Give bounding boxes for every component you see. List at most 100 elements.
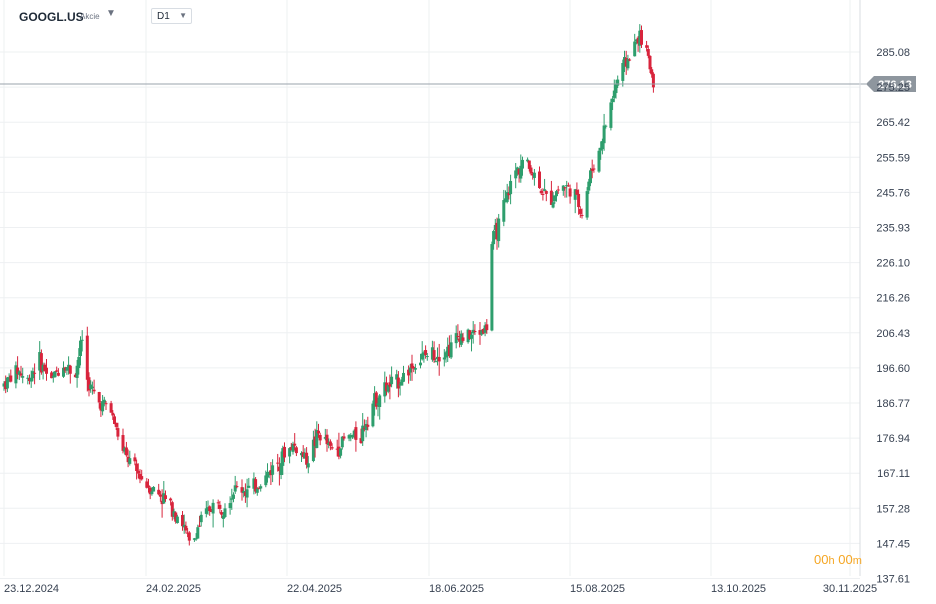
candle-down	[412, 365, 416, 373]
current-price-label: 276.13	[878, 79, 912, 91]
candle-up	[612, 79, 616, 103]
candle-up	[128, 450, 132, 466]
candle-down	[114, 422, 118, 430]
candle-up	[14, 361, 18, 389]
candle-down	[485, 319, 489, 334]
candle-up	[430, 340, 434, 362]
candle-down	[4, 375, 8, 394]
candle-down	[461, 332, 465, 343]
candle-up	[264, 470, 268, 488]
candle-up	[425, 353, 429, 361]
candle-up	[162, 481, 166, 504]
y-tick-label: 216.26	[876, 293, 910, 305]
candle-up	[395, 369, 399, 389]
candle-up	[17, 370, 21, 381]
candle-down	[104, 400, 108, 410]
candle-up	[228, 496, 232, 515]
candle-down	[527, 160, 531, 172]
candle-down	[366, 416, 370, 431]
candle-down	[33, 363, 37, 385]
candle-up	[303, 448, 307, 459]
candle-down	[640, 25, 643, 49]
candle-up	[600, 138, 604, 155]
candle-up	[306, 456, 310, 474]
candle-up	[459, 330, 463, 348]
candle-up	[515, 166, 519, 176]
candle-up	[315, 421, 319, 449]
candle-down	[116, 422, 120, 441]
candle-down	[628, 58, 632, 62]
candle-up	[521, 156, 524, 176]
x-tick-label: 18.06.2025	[429, 583, 484, 595]
y-tick-label: 147.45	[876, 538, 910, 550]
candle-down	[362, 419, 366, 432]
y-tick-label: 285.08	[876, 47, 910, 59]
candle-down	[50, 370, 54, 379]
candle-down	[63, 366, 67, 373]
caret-down-icon[interactable]: ▼	[106, 8, 116, 19]
candle-up	[266, 463, 269, 483]
candle-up	[230, 488, 234, 510]
candle-up	[361, 413, 365, 446]
candle-down	[68, 364, 72, 384]
candle-up	[466, 328, 470, 344]
candle-down	[198, 515, 201, 528]
candle-up	[371, 400, 375, 428]
candle-up	[2, 381, 6, 391]
candle-down	[208, 505, 212, 516]
candle-down	[432, 341, 436, 363]
candle-down	[136, 463, 140, 479]
candle-up	[300, 451, 303, 463]
candle-down	[216, 499, 220, 510]
candle-down	[330, 443, 334, 451]
candle-down	[317, 423, 320, 438]
candle-up	[454, 325, 458, 349]
candle-down	[318, 432, 322, 446]
candle-down	[126, 449, 130, 468]
candle-down	[578, 206, 582, 218]
candle-up	[199, 511, 203, 527]
candle-up	[490, 241, 494, 332]
candle-down	[359, 428, 363, 444]
candle-down	[650, 67, 654, 78]
candle-down	[87, 372, 91, 397]
candle-up	[616, 75, 620, 89]
candle-down	[174, 511, 178, 524]
candle-down	[243, 483, 247, 503]
candle-down	[549, 180, 553, 205]
candle-down	[456, 324, 460, 340]
candle-down	[254, 477, 258, 494]
candle-up	[21, 367, 25, 384]
candle-up	[29, 370, 33, 388]
timeframe-select[interactable]: D1 ▼	[151, 8, 192, 24]
y-tick-label: 235.93	[876, 223, 910, 235]
candle-up	[255, 487, 259, 496]
candle-up	[493, 218, 497, 240]
candle-up	[471, 321, 475, 344]
candle-down	[147, 478, 150, 493]
candle-down	[354, 421, 358, 452]
x-tick-label: 24.02.2025	[146, 583, 201, 595]
candle-up	[413, 363, 417, 374]
candle-up	[245, 478, 249, 508]
candle-up	[373, 386, 377, 416]
candle-down	[624, 50, 628, 75]
candle-down	[335, 439, 339, 457]
x-tick-label: 30.11.2025	[823, 583, 877, 595]
candle-up	[89, 380, 93, 393]
y-tick-label: 176.94	[876, 433, 910, 445]
candle-up	[232, 492, 235, 503]
candle-down	[19, 365, 23, 378]
x-tick-label: 22.04.2025	[287, 583, 342, 595]
candle-down	[43, 362, 47, 372]
candle-down	[158, 491, 162, 502]
candle-up	[611, 95, 615, 111]
candle-up	[281, 445, 285, 476]
candle-up	[75, 359, 79, 388]
candle-down	[39, 349, 43, 375]
candle-up	[599, 141, 603, 160]
candle-down	[636, 36, 640, 52]
candle-down	[342, 432, 346, 441]
candle-down	[187, 531, 191, 546]
